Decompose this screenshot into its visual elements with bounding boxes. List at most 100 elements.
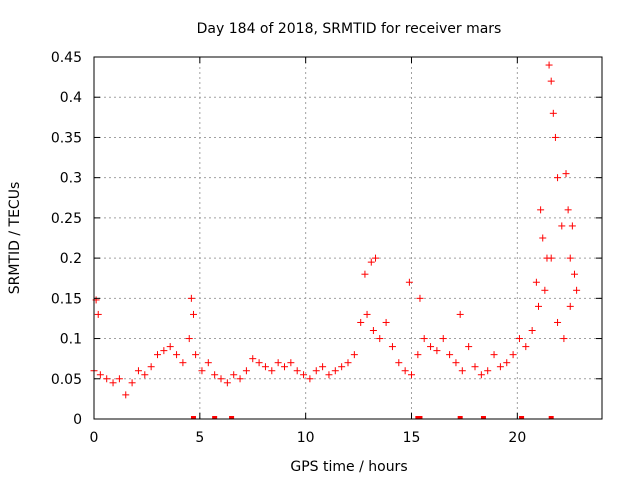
data-point xyxy=(372,254,380,262)
data-point xyxy=(490,351,498,359)
data-point xyxy=(122,391,130,399)
y-axis-label: SRMTID / TECUs xyxy=(7,182,23,295)
data-point xyxy=(568,222,576,230)
data-point xyxy=(541,286,549,294)
data-point xyxy=(134,367,142,375)
data-point xyxy=(300,371,308,379)
y-tick-label: 0.45 xyxy=(51,50,82,66)
data-point xyxy=(570,270,578,278)
x-tick-label: 20 xyxy=(508,430,526,446)
data-point xyxy=(408,371,415,379)
data-point xyxy=(446,351,454,359)
data-point xyxy=(549,109,557,117)
data-point xyxy=(543,254,551,262)
data-point xyxy=(344,359,352,367)
data-point xyxy=(420,335,428,343)
zero-point xyxy=(190,416,196,419)
data-point xyxy=(528,327,536,335)
chart-title: Day 184 of 2018, SRMTID for receiver mar… xyxy=(197,21,502,37)
data-point xyxy=(388,343,396,351)
data-point xyxy=(115,375,123,383)
data-point xyxy=(94,310,102,318)
data-point xyxy=(395,359,403,367)
data-point xyxy=(416,294,424,302)
data-point xyxy=(173,351,181,359)
data-point xyxy=(96,371,104,379)
data-point xyxy=(331,367,339,375)
data-point xyxy=(503,359,511,367)
data-point xyxy=(160,347,168,355)
y-tick-label: 0.15 xyxy=(51,291,82,307)
data-point xyxy=(471,363,479,371)
data-point xyxy=(367,258,375,266)
data-point xyxy=(458,367,466,375)
axis-ticks: 0 0.05 0.1 0.15 0.2 0.25 0.3 0.35 0.4 0.45 0 5 10 15 2… xyxy=(51,50,602,446)
data-point xyxy=(141,371,149,379)
data-point xyxy=(242,367,250,375)
data-point xyxy=(361,270,369,278)
data-point xyxy=(477,371,485,379)
x-tick-label: 0 xyxy=(90,430,99,446)
x-axis-label: GPS time / hours xyxy=(290,459,407,475)
data-point xyxy=(456,310,464,318)
data-point xyxy=(306,375,314,383)
zero-point xyxy=(480,416,486,419)
data-point xyxy=(350,351,358,359)
plot-border xyxy=(93,56,603,420)
data-point xyxy=(255,359,263,367)
data-point xyxy=(401,367,409,375)
x-tick-label: 5 xyxy=(195,430,204,446)
data-point xyxy=(551,133,559,141)
zero-point xyxy=(212,416,218,419)
data-point xyxy=(179,359,187,367)
y-tick-label: 0.2 xyxy=(60,251,82,267)
data-point xyxy=(287,359,295,367)
y-tick-label: 0.3 xyxy=(60,171,82,187)
data-point xyxy=(369,327,377,335)
data-point xyxy=(522,343,530,351)
data-point xyxy=(560,335,568,343)
data-point xyxy=(535,302,542,310)
data-point xyxy=(185,335,193,343)
data-point xyxy=(414,351,422,359)
data-point xyxy=(236,375,244,383)
data-point xyxy=(566,254,574,262)
data-points xyxy=(90,61,581,419)
data-point xyxy=(261,363,269,371)
data-point xyxy=(558,222,566,230)
zero-point xyxy=(548,416,554,419)
y-tick-label: 0 xyxy=(73,412,82,428)
data-point xyxy=(554,318,562,326)
data-point xyxy=(405,278,413,286)
data-point xyxy=(189,310,197,318)
data-point xyxy=(166,343,174,351)
data-point xyxy=(363,310,371,318)
data-point xyxy=(293,367,301,375)
data-point xyxy=(147,363,155,371)
data-point xyxy=(223,379,231,387)
data-point xyxy=(249,355,257,363)
data-point xyxy=(545,61,553,69)
data-point xyxy=(539,234,547,242)
data-point xyxy=(376,335,384,343)
data-point xyxy=(554,174,562,182)
data-point xyxy=(433,347,441,355)
data-point xyxy=(515,335,523,343)
data-point xyxy=(230,371,238,379)
data-point xyxy=(217,375,225,383)
data-point xyxy=(187,294,195,302)
data-point xyxy=(509,351,517,359)
y-tick-label: 0.05 xyxy=(51,372,82,388)
data-point xyxy=(268,367,276,375)
data-point xyxy=(192,351,200,359)
zero-point xyxy=(457,416,463,419)
y-tick-label: 0.25 xyxy=(51,211,82,227)
data-point xyxy=(496,363,504,371)
data-point xyxy=(211,371,219,379)
data-point xyxy=(319,363,327,371)
y-tick-label: 0.4 xyxy=(60,90,82,106)
data-point xyxy=(338,363,346,371)
x-tick-label: 10 xyxy=(297,430,315,446)
data-point xyxy=(312,367,320,375)
